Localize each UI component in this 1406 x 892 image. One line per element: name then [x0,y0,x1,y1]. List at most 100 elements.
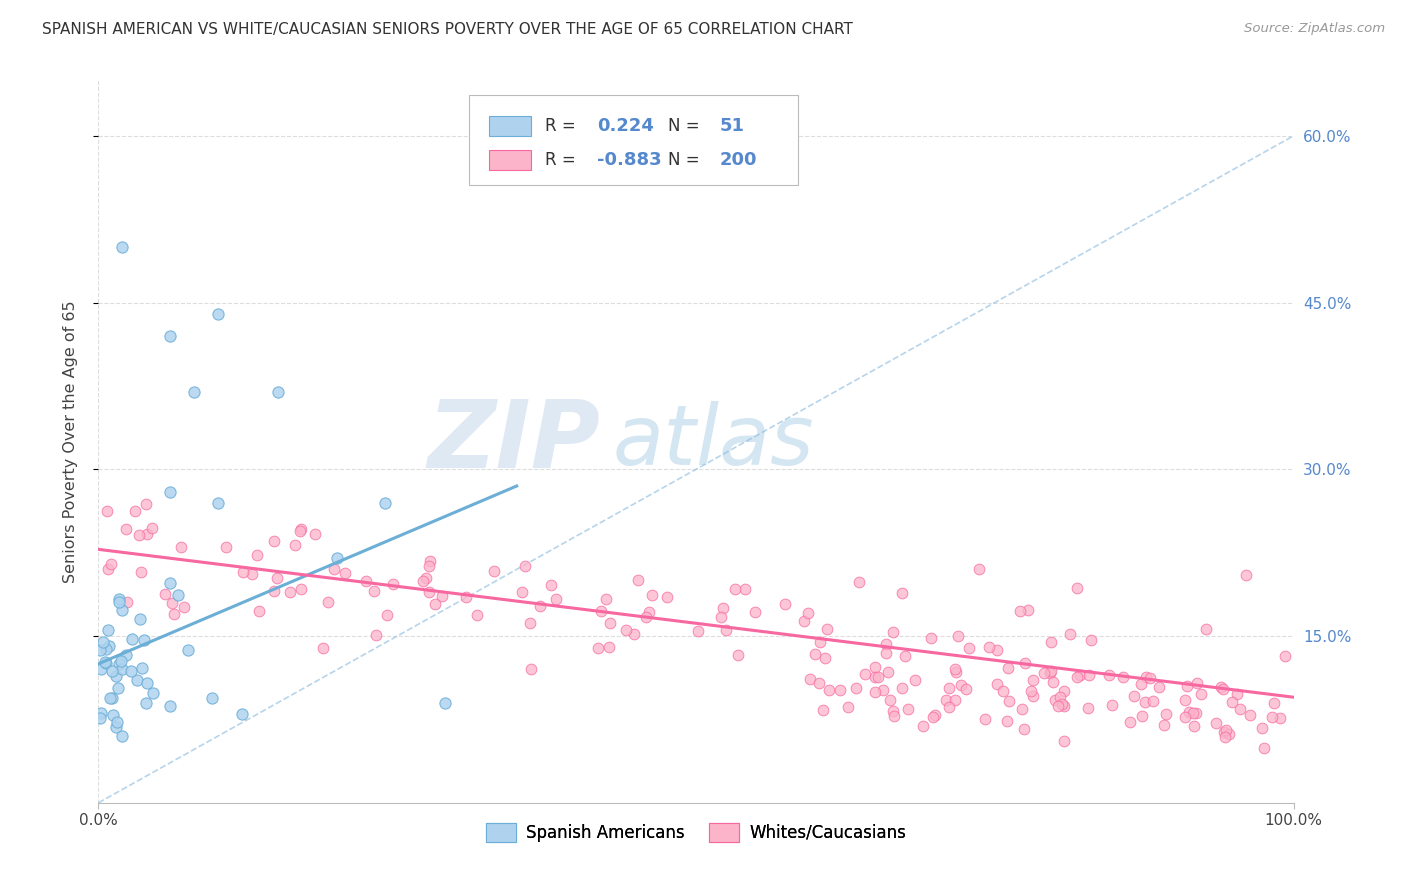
Point [744,605,766,619]
Text: 0.224: 0.224 [596,117,654,135]
Point [125,673,148,688]
Point [135,696,157,710]
Point [1274,649,1296,664]
Point [101,664,124,678]
Text: 200: 200 [720,151,758,169]
Point [995,714,1018,728]
Point [1154,707,1177,722]
Point [1066,670,1088,684]
Point [183,384,205,399]
Point [374,496,396,510]
Point [1101,698,1123,712]
Point [1153,718,1175,732]
Point [636,610,658,624]
Point [104,720,127,734]
Point [290,522,312,536]
Point [814,650,837,665]
Point [247,604,270,618]
Point [586,641,609,656]
Point [1213,725,1236,739]
Point [94,655,117,669]
Point [519,662,541,676]
Point [614,624,637,638]
Point [136,527,159,541]
Point [110,602,132,616]
Point [1185,676,1208,690]
Point [540,578,562,592]
Point [415,571,437,585]
Point [484,564,506,578]
Point [595,592,617,607]
Point [1209,681,1232,695]
Point [107,681,129,695]
Point [1053,684,1076,698]
Point [515,558,537,573]
Point [544,591,567,606]
Point [108,592,131,607]
Point [465,608,488,623]
Point [124,503,146,517]
Text: R =: R = [546,151,582,169]
Point [837,700,859,714]
Point [1175,679,1198,693]
FancyBboxPatch shape [489,150,531,169]
Point [207,307,229,321]
Point [811,703,834,717]
Point [1250,721,1272,735]
Point [623,627,645,641]
Point [363,583,385,598]
Point [100,557,122,571]
Point [1212,682,1234,697]
Point [711,601,734,615]
Point [354,574,377,588]
Point [98,690,121,705]
Point [288,524,311,538]
Text: R =: R = [546,117,582,135]
Point [1213,730,1236,744]
Point [1111,670,1133,684]
Point [986,643,1008,657]
Point [1017,603,1039,617]
Point [120,664,142,678]
Point [938,681,960,695]
Point [1043,693,1066,707]
Point [173,599,195,614]
Y-axis label: Seniors Poverty Over the Age of 65: Seniors Poverty Over the Age of 65 [63,301,77,582]
Text: N =: N = [668,117,706,135]
Point [135,497,157,511]
Point [1053,733,1076,747]
Point [111,729,134,743]
Point [1066,582,1088,596]
Point [107,594,129,608]
Point [1059,627,1081,641]
Point [1042,675,1064,690]
Point [266,571,288,585]
Point [101,691,124,706]
Point [638,605,661,619]
Point [815,622,838,636]
Point [894,649,917,664]
Point [423,597,446,611]
Text: N =: N = [668,151,706,169]
Point [128,528,150,542]
Point [1039,635,1062,649]
Point [366,628,388,642]
Point [1229,702,1251,716]
Point [1077,668,1099,682]
Point [510,585,533,599]
Point [655,591,678,605]
Point [1122,689,1144,703]
Text: ZIP: ZIP [427,395,600,488]
Point [1010,604,1032,618]
Point [167,588,190,602]
Point [1234,568,1257,582]
Point [935,693,957,707]
Point [877,665,900,680]
Point [775,597,797,611]
Point [891,586,914,600]
Point [129,566,152,580]
Point [872,683,894,698]
Point [1195,622,1218,636]
Point [848,574,870,589]
Point [89,711,111,725]
